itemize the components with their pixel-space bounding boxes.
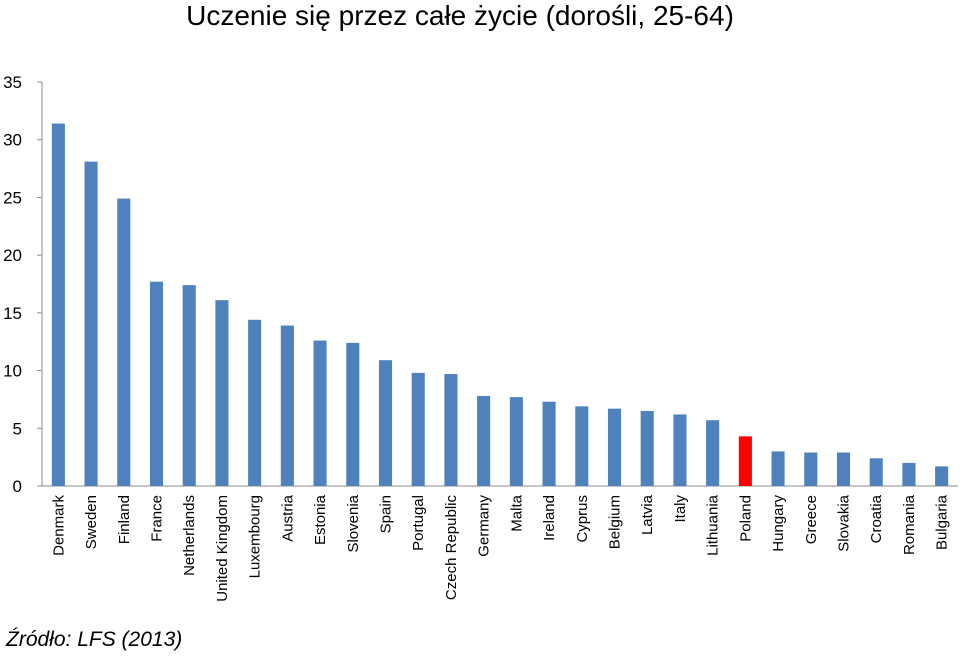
category-label: Netherlands <box>181 495 198 576</box>
bar-italy <box>673 414 687 486</box>
category-label: Hungary <box>770 495 787 552</box>
category-label: Germany <box>476 495 493 557</box>
bar-denmark <box>51 123 65 486</box>
y-axis-ticks: 0 5 10 15 20 25 30 35 <box>3 73 42 496</box>
bar-germany <box>477 395 491 486</box>
category-label: United Kingdom <box>214 495 231 602</box>
category-label: Portugal <box>410 495 427 551</box>
bar-united-kingdom <box>215 300 229 486</box>
category-label: Latvia <box>639 494 656 535</box>
bar-portugal <box>411 372 425 486</box>
bar-lithuania <box>706 420 720 486</box>
bar-austria <box>280 325 294 486</box>
bar-finland <box>117 198 131 486</box>
y-tick-label: 25 <box>3 188 22 207</box>
category-label: Croatia <box>868 494 885 543</box>
bar-poland <box>738 436 752 486</box>
y-tick-label: 20 <box>3 246 22 265</box>
bar-romania <box>902 462 916 486</box>
category-label: Slovenia <box>345 494 362 552</box>
chart-title: Uczenie się przez całe życie (dorośli, 2… <box>186 0 734 31</box>
bar-estonia <box>313 340 327 486</box>
bar-greece <box>804 452 818 486</box>
bar-spain <box>378 360 393 486</box>
y-tick-label: 35 <box>3 73 22 92</box>
bar-czech-republic <box>444 374 458 486</box>
category-labels: Denmark Sweden Finland France Netherlands Uni… <box>50 494 950 601</box>
y-tick-label: 15 <box>3 304 22 323</box>
bar-luxembourg <box>248 319 262 486</box>
category-label: Lithuania <box>705 494 722 556</box>
category-label: Belgium <box>607 495 624 549</box>
y-tick-label: 5 <box>13 419 22 438</box>
bar-france <box>149 281 164 486</box>
bars <box>51 123 949 486</box>
bar-bulgaria <box>935 466 949 486</box>
bar-ireland <box>542 401 556 486</box>
category-label: Romania <box>901 494 918 555</box>
bar-croatia <box>869 458 883 486</box>
bar-latvia <box>640 410 654 486</box>
bar-hungary <box>771 451 785 486</box>
category-label: Austria <box>279 494 296 541</box>
category-label: Bulgaria <box>934 494 951 550</box>
category-label: Sweden <box>83 495 100 549</box>
category-label: Spain <box>378 495 395 533</box>
bar-belgium <box>607 408 622 486</box>
category-label: Greece <box>803 495 820 544</box>
category-label: Malta <box>508 494 525 531</box>
category-label: France <box>149 495 166 542</box>
bar-sweden <box>84 161 98 486</box>
y-tick-label: 0 <box>13 477 22 496</box>
bar-netherlands <box>182 285 196 486</box>
category-label: Cyprus <box>574 495 591 543</box>
bar-malta <box>509 397 523 486</box>
category-label: Denmark <box>50 495 67 556</box>
category-label: Slovakia <box>836 494 853 551</box>
category-label: Czech Republic <box>443 495 460 601</box>
category-label: Estonia <box>312 494 329 545</box>
category-label: Finland <box>116 495 133 544</box>
y-tick-label: 10 <box>3 362 22 381</box>
category-label: Luxembourg <box>247 495 264 578</box>
source-note: Źródło: LFS (2013) <box>6 628 183 651</box>
category-label: Ireland <box>541 495 558 541</box>
bar-cyprus <box>575 406 589 486</box>
bar-slovakia <box>836 452 851 486</box>
bar-slovenia <box>346 342 360 486</box>
category-label: Italy <box>672 495 689 523</box>
y-tick-label: 30 <box>3 131 22 150</box>
category-label: Poland <box>737 495 754 542</box>
